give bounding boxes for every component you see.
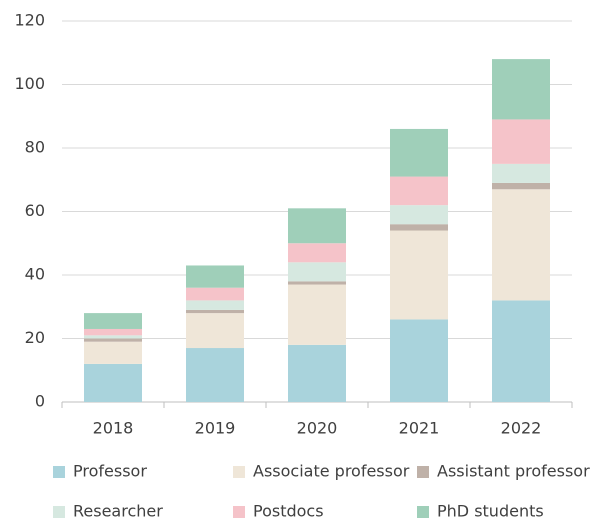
- bar-segment: [390, 224, 448, 231]
- bar-segment: [390, 205, 448, 225]
- legend-label: Assistant professor: [437, 462, 590, 481]
- bar-segment: [288, 262, 346, 282]
- legend-swatch: [417, 506, 429, 518]
- bar-segment: [492, 119, 550, 164]
- bar-segment: [84, 335, 142, 339]
- bar-segment: [492, 182, 550, 190]
- y-tick-label: 120: [14, 11, 45, 30]
- y-tick-label: 60: [25, 201, 45, 220]
- bar-segment: [390, 230, 448, 320]
- x-tick-label: 2019: [195, 419, 236, 438]
- bar-segment: [186, 265, 244, 288]
- y-tick-label: 40: [25, 265, 45, 284]
- bar-segment: [186, 300, 244, 310]
- x-tick-label: 2018: [93, 419, 134, 438]
- bar-segment: [390, 176, 448, 206]
- bar-segment: [186, 309, 244, 314]
- legend-label: Postdocs: [253, 502, 324, 519]
- x-tick-label: 2021: [399, 419, 440, 438]
- y-tick-label: 20: [25, 328, 45, 347]
- legend-swatch: [417, 466, 429, 478]
- bar-segment: [492, 163, 550, 183]
- bar-segment: [84, 363, 142, 402]
- bar-segment: [84, 341, 142, 364]
- x-tick-label: 2022: [501, 419, 542, 438]
- bar-segment: [288, 208, 346, 244]
- x-tick-label: 2020: [297, 419, 338, 438]
- bar-segment: [186, 313, 244, 349]
- legend-swatch: [53, 466, 65, 478]
- bar-segment: [186, 348, 244, 402]
- bar-segment: [288, 243, 346, 263]
- legend-label: Associate professor: [253, 462, 410, 481]
- legend-swatch: [233, 506, 245, 518]
- legend-swatch: [53, 506, 65, 518]
- bar-segment: [390, 128, 448, 177]
- bar-segment: [492, 59, 550, 120]
- bar-segment: [492, 300, 550, 402]
- legend-label: Researcher: [73, 502, 163, 519]
- bar-segment: [84, 313, 142, 329]
- bar-segment: [288, 344, 346, 402]
- legend-label: PhD students: [437, 502, 544, 519]
- bar-segment: [288, 284, 346, 345]
- y-tick-label: 100: [14, 74, 45, 93]
- bar-segment: [492, 189, 550, 301]
- y-tick-label: 80: [25, 138, 45, 157]
- bar-segment: [186, 287, 244, 301]
- bar-segment: [390, 319, 448, 402]
- bar-segment: [84, 328, 142, 336]
- y-tick-label: 0: [35, 392, 45, 411]
- legend-label: Professor: [73, 462, 147, 481]
- legend-swatch: [233, 466, 245, 478]
- bar-segment: [288, 281, 346, 285]
- bar-segment: [84, 338, 142, 342]
